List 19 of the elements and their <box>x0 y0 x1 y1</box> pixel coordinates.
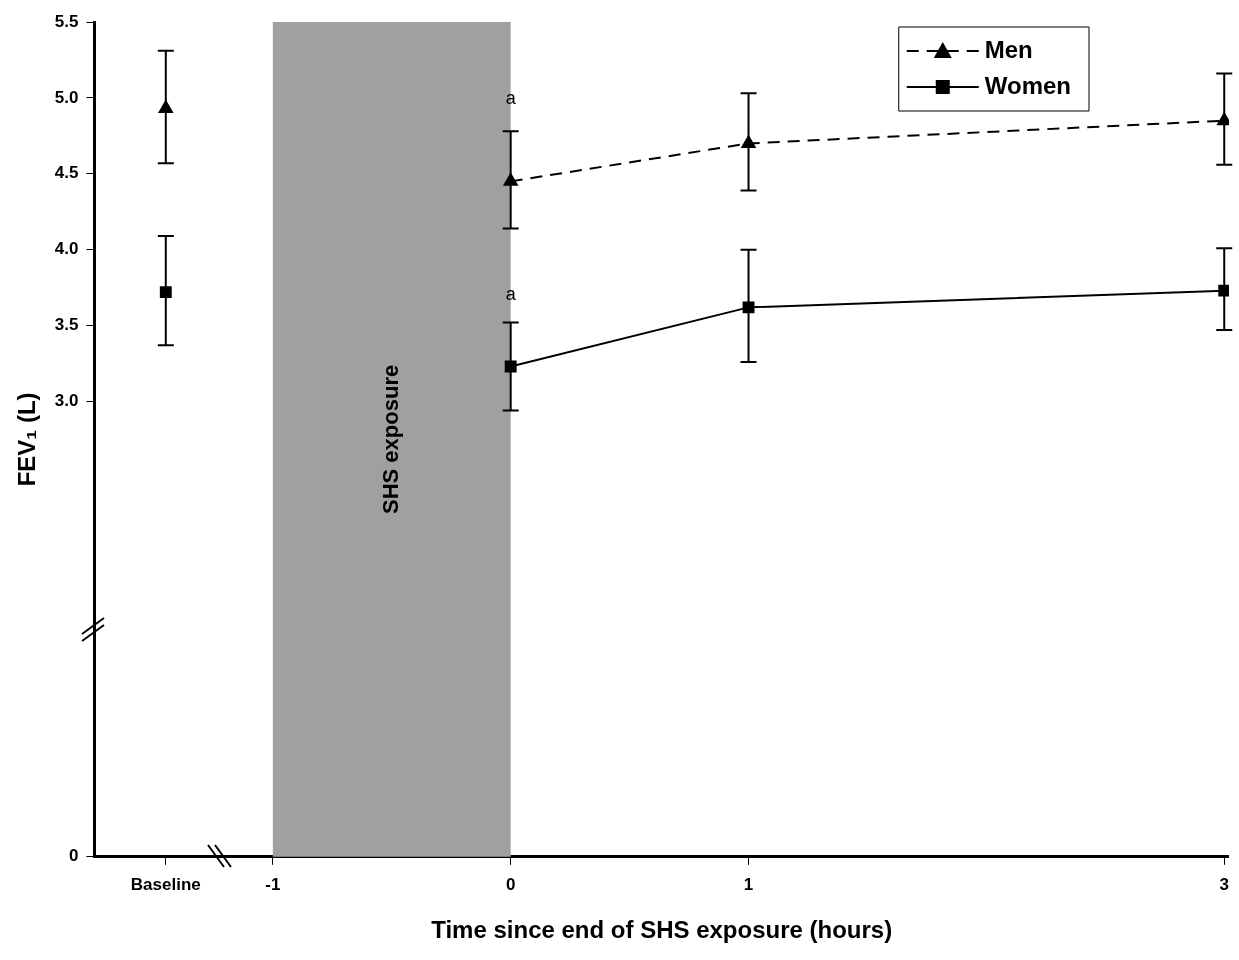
x-tick-label: Baseline <box>130 874 201 894</box>
x-tick-label: -1 <box>265 874 281 894</box>
x-tick-label: 1 <box>743 874 754 894</box>
x-axis-title: Time since end of SHS exposure (hours) <box>431 916 893 944</box>
y-tick-label: 5.0 <box>54 87 79 107</box>
y-tick-label: 4.0 <box>54 239 79 259</box>
legend-label: Men <box>984 35 1033 63</box>
annotation: a <box>505 284 517 305</box>
annotation: a <box>505 88 517 109</box>
y-tick-label: 3.0 <box>54 391 79 411</box>
x-tick-label: 3 <box>1219 874 1229 894</box>
y-tick-label: 3.5 <box>54 315 79 335</box>
legend-label: Women <box>984 71 1071 99</box>
y-axis-title: FEV₁ (L) <box>13 392 41 487</box>
band-label: SHS exposure <box>377 364 403 514</box>
y-tick-label: 4.5 <box>54 163 79 183</box>
x-tick-label: 0 <box>505 874 516 894</box>
y-tick-label: 0 <box>68 846 79 866</box>
y-tick-label: 5.5 <box>54 11 79 31</box>
